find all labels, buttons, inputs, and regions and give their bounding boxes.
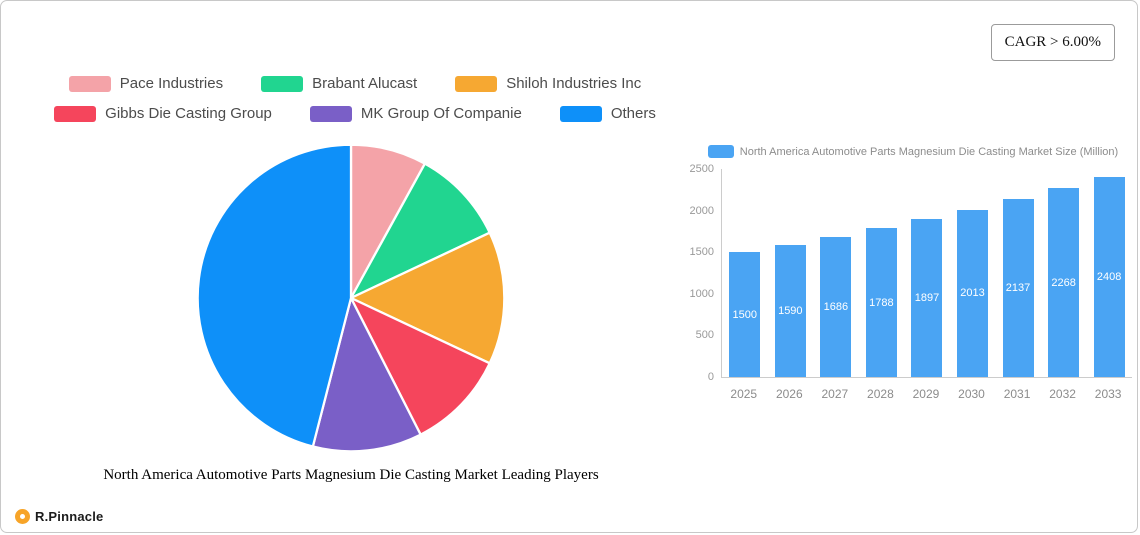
legend-swatch — [261, 75, 304, 92]
bar-legend-swatch — [707, 145, 734, 158]
y-tick-label: 500 — [695, 329, 714, 342]
brand-logo: R.Pinnacle — [15, 509, 103, 524]
legend-label: MK Group Of Companie — [360, 105, 522, 122]
y-tick-label: 0 — [707, 371, 714, 383]
legend-swatch — [455, 75, 498, 92]
bar-2027[interactable]: 1686 — [820, 236, 852, 377]
bar-2030[interactable]: 2013 — [957, 209, 988, 377]
bar-2032[interactable]: 2268 — [1048, 188, 1080, 377]
bar-y-axis: 0 500 1000 1500 2000 2500 — [689, 163, 721, 383]
bar-chart-panel: North America Automotive Parts Magnesium… — [689, 145, 1137, 401]
bar-plot-row: 0 500 1000 1500 2000 2500 1500 1590 1686 1788 189… — [689, 163, 1137, 383]
legend-item-brabant-alucast[interactable]: Brabant Alucast — [261, 75, 417, 92]
pie-slice-others[interactable] — [196, 143, 353, 448]
bar-value-label: 1788 — [869, 296, 894, 309]
x-tick-label: 2030 — [958, 387, 985, 401]
pie-chart-wrap — [190, 137, 512, 459]
pie-slice-mk-group-of-companie[interactable] — [311, 296, 422, 453]
bar-2025[interactable]: 1500 — [729, 252, 761, 377]
bar-plot: 1500 1590 1686 1788 1897 2013 2137 2268 2408 — [721, 169, 1132, 378]
bar-value-label: 2137 — [1005, 282, 1031, 295]
pie-slice-brabant-alucast[interactable] — [349, 162, 491, 300]
x-tick-label: 2027 — [821, 387, 849, 401]
bar-2026[interactable]: 1590 — [774, 244, 806, 377]
legend-label: Gibbs Die Casting Group — [105, 105, 272, 122]
legend-item-shiloh-industries-inc[interactable]: Shiloh Industries Inc — [455, 75, 641, 92]
y-tick-label: 1500 — [689, 246, 714, 259]
legend-item-others[interactable]: Others — [559, 105, 656, 122]
bar-value-label: 1500 — [732, 308, 758, 321]
bar-value-label: 1897 — [914, 292, 940, 305]
cagr-label: CAGR > 6.00% — [1004, 34, 1101, 50]
x-tick-label: 2029 — [912, 387, 940, 401]
x-tick-label: 2032 — [1049, 387, 1076, 401]
bar-2033[interactable]: 2408 — [1093, 176, 1125, 377]
logo-icon — [15, 509, 30, 524]
bar-x-axis: 2025 2026 2027 2028 2029 2030 2031 2032 2033 — [721, 387, 1131, 401]
bar-value-label: 2013 — [960, 287, 985, 300]
legend-item-gibbs-die-casting-group[interactable]: Gibbs Die Casting Group — [54, 105, 272, 122]
pie-legend: Pace Industries Brabant Alucast Shiloh Ind… — [29, 75, 681, 122]
bar-legend[interactable]: North America Automotive Parts Magnesium… — [689, 145, 1137, 158]
bar-value-label: 2408 — [1096, 270, 1122, 283]
pie-slice-shiloh-industries-inc[interactable] — [349, 231, 506, 365]
pie-slice-gibbs-die-casting-group[interactable] — [349, 296, 491, 436]
legend-label: Brabant Alucast — [312, 75, 418, 92]
bar-2028[interactable]: 1788 — [865, 228, 897, 377]
logo-text: R.Pinnacle — [35, 509, 104, 524]
bar-legend-label: North America Automotive Parts Magnesium… — [739, 145, 1119, 158]
legend-label: Shiloh Industries Inc — [506, 75, 642, 92]
bar-2029[interactable]: 1897 — [911, 219, 943, 377]
y-tick-label: 2500 — [689, 163, 714, 175]
legend-swatch — [309, 105, 352, 122]
x-tick-label: 2025 — [730, 387, 758, 401]
legend-item-pace-industries[interactable]: Pace Industries — [68, 75, 224, 92]
legend-swatch — [54, 105, 97, 122]
legend-item-mk-group-of-companie[interactable]: MK Group Of Companie — [309, 105, 522, 122]
bar-value-label: 1590 — [778, 304, 803, 317]
legend-label: Pace Industries — [119, 75, 224, 92]
bar-value-label: 2268 — [1051, 276, 1076, 289]
legend-label: Others — [610, 105, 656, 122]
x-tick-label: 2026 — [775, 387, 803, 401]
cagr-badge: CAGR > 6.00% — [990, 24, 1115, 61]
bar-value-label: 1686 — [823, 300, 849, 313]
legend-swatch — [68, 75, 111, 92]
x-tick-label: 2033 — [1094, 387, 1122, 401]
pie-chart-title: North America Automotive Parts Magnesium… — [103, 467, 599, 483]
pie-chart — [196, 143, 506, 453]
y-tick-label: 2000 — [689, 204, 714, 217]
legend-swatch — [559, 105, 602, 122]
bar-2031[interactable]: 2137 — [1002, 199, 1034, 377]
x-tick-label: 2031 — [1003, 387, 1031, 401]
y-tick-label: 1000 — [689, 287, 714, 300]
x-tick-label: 2028 — [867, 387, 894, 401]
